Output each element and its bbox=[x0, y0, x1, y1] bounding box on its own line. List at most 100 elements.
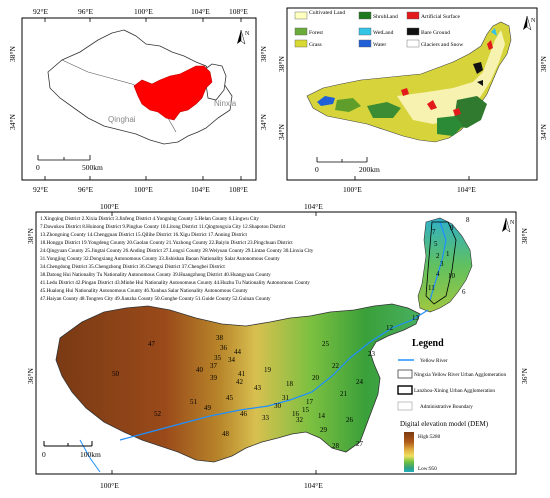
map-number-10: 10 bbox=[448, 272, 456, 280]
map-number-8: 8 bbox=[466, 216, 470, 224]
ningxia-dem-area bbox=[417, 217, 473, 313]
legend-admin-swatch bbox=[397, 401, 413, 411]
dem-low: Low:950 bbox=[418, 466, 437, 472]
coord-top-100: 100°E bbox=[134, 7, 153, 16]
legend-ningxia-agglomeration: Ningxia Yellow River Urban Agglomeration bbox=[414, 372, 506, 378]
district-line-11: 47.Haiyan County 48.Tongren City 49.Jian… bbox=[40, 296, 271, 302]
map-number-36: 36 bbox=[220, 344, 228, 352]
landcover-map-svg: 100°E 104°E 38°N 34°N 38°N 34°N Cultivat… bbox=[277, 7, 548, 194]
dem-high: High:5280 bbox=[418, 434, 441, 440]
map-number-4: 4 bbox=[436, 270, 440, 278]
map-number-35: 35 bbox=[214, 354, 222, 362]
yellow-river-north bbox=[429, 221, 447, 301]
district-line-6: 31.Yongjing County 32.Dongxiang Autonomo… bbox=[40, 256, 280, 262]
district-number-labels: 8 9 7 5 2 1 3 4 10 11 6 12 13 14 15 16 1… bbox=[112, 216, 470, 450]
map-number-46: 46 bbox=[240, 410, 248, 418]
svg-text:0: 0 bbox=[315, 165, 319, 174]
legend-dem-title: Digital elevation model (DEM) bbox=[400, 420, 489, 428]
coord-top-92: 92°E bbox=[33, 7, 48, 16]
dem-map-svg: 100°E 104°E 100°E 104°E 38°N 36°N 38°N 3… bbox=[26, 202, 529, 490]
map-number-18: 18 bbox=[286, 380, 294, 388]
coord-right-38: 38°N bbox=[259, 46, 268, 62]
coord-top-104: 104°E bbox=[191, 7, 210, 16]
legend-glaciers: Glaciers and Snow bbox=[421, 42, 464, 48]
legend-bare-ground: Bare Ground bbox=[421, 30, 450, 36]
district-line-3: 13.Zhongning County 14.Chengguan Distric… bbox=[40, 232, 247, 238]
panel-c-dem-map: 100°E 104°E 100°E 104°E 38°N 36°N 38°N 3… bbox=[0, 200, 550, 493]
map-number-9: 9 bbox=[450, 224, 454, 232]
map-number-14: 14 bbox=[318, 412, 326, 420]
dem-color-ramp bbox=[404, 432, 414, 472]
yellow-river-main bbox=[119, 309, 429, 441]
map-number-43: 43 bbox=[254, 384, 262, 392]
map-number-48: 48 bbox=[222, 430, 230, 438]
map-number-32: 32 bbox=[296, 416, 304, 424]
landcover-coord-bottom-104: 104°E bbox=[457, 185, 476, 194]
district-line-4: 18.Honggu District 19.Yongdeng County 20… bbox=[40, 240, 293, 246]
lanzhou-xining-dem-area bbox=[55, 303, 421, 463]
dem-coord-top-100: 100°E bbox=[100, 202, 119, 211]
dem-coord-bottom-100: 100°E bbox=[100, 481, 119, 490]
map-number-30: 30 bbox=[274, 402, 282, 410]
district-line-9: 41.Ledu District 42.Pingan District 43.M… bbox=[40, 280, 310, 286]
coord-bottom-104: 104°E bbox=[191, 185, 210, 194]
coord-bottom-96: 96°E bbox=[78, 185, 93, 194]
map-number-44: 44 bbox=[234, 348, 242, 356]
map-number-20: 20 bbox=[312, 374, 320, 382]
map-number-25: 25 bbox=[322, 340, 330, 348]
district-line-8: 38.Datong Hui Nationality Tu Nationality… bbox=[40, 272, 271, 278]
landcover-coord-right-34: 34°N bbox=[539, 124, 548, 140]
map-number-17: 17 bbox=[306, 398, 314, 406]
map-number-15: 15 bbox=[302, 406, 310, 414]
dem-coord-top-104: 104°E bbox=[304, 202, 323, 211]
district-line-7: 34.Chengdong District 35.Chengzhong Dist… bbox=[40, 264, 225, 270]
landcover-legend: Cultivated Land ShrubLand Artificial Sur… bbox=[294, 10, 464, 48]
legend-title: Legend bbox=[412, 338, 444, 349]
map-number-26: 26 bbox=[346, 416, 354, 424]
map-number-45: 45 bbox=[226, 394, 234, 402]
landcover-coord-left-38: 38°N bbox=[277, 56, 286, 72]
legend-yellow-river: Yellow River bbox=[420, 358, 448, 364]
map-number-19: 19 bbox=[264, 366, 272, 374]
dem-coord-right-36: 36°N bbox=[520, 368, 529, 384]
district-list: 1.Xingqing District 2.Xixia District 3.J… bbox=[40, 215, 314, 302]
map-number-37: 37 bbox=[210, 362, 218, 370]
map-number-23: 23 bbox=[368, 350, 376, 358]
legend-forest: Forest bbox=[309, 30, 323, 36]
map-number-40: 40 bbox=[196, 366, 204, 374]
map-number-31: 31 bbox=[282, 394, 290, 402]
map-number-7: 7 bbox=[432, 228, 436, 236]
map-number-34: 34 bbox=[228, 356, 236, 364]
svg-text:N: N bbox=[510, 220, 515, 226]
landcover-coord-right-38: 38°N bbox=[539, 56, 548, 72]
ningxia-agglomeration-boundary bbox=[425, 221, 457, 305]
label-qinghai: Qinghai bbox=[108, 115, 136, 124]
north-arrow-icon: N bbox=[502, 217, 515, 233]
svg-text:0: 0 bbox=[36, 163, 40, 172]
district-line-2: 7.Dawukou District 8.Huinong District 9.… bbox=[40, 224, 286, 230]
panel-a-overview-map: 92°E 96°E 100°E 104°E 108°E 92°E 96°E 10… bbox=[0, 0, 277, 200]
map-number-27: 27 bbox=[356, 440, 364, 448]
map-number-29: 29 bbox=[320, 426, 328, 434]
coord-top-96: 96°E bbox=[78, 7, 93, 16]
panel-b-landcover-map: 100°E 104°E 38°N 34°N 38°N 34°N Cultivat… bbox=[277, 0, 550, 200]
map-number-39: 39 bbox=[210, 374, 218, 382]
legend-water: Water bbox=[373, 42, 386, 48]
map-number-33: 33 bbox=[262, 414, 270, 422]
map-number-2: 2 bbox=[436, 252, 440, 260]
svg-text:N: N bbox=[531, 18, 536, 24]
map-number-42: 42 bbox=[236, 378, 244, 386]
legend-cultivated: Cultivated Land bbox=[309, 10, 345, 16]
coord-right-34: 34°N bbox=[259, 114, 268, 130]
svg-text:500km: 500km bbox=[82, 163, 103, 172]
district-line-5: 24.Qingyuan County 25.Jingtai County 26.… bbox=[40, 248, 314, 254]
district-line-10: 45.Hualong Hui Nationality Autonomous Co… bbox=[40, 288, 248, 294]
map-number-6: 6 bbox=[462, 288, 466, 296]
svg-text:0: 0 bbox=[42, 450, 46, 459]
overview-map-svg: 92°E 96°E 100°E 104°E 108°E 92°E 96°E 10… bbox=[8, 7, 268, 194]
map-number-28: 28 bbox=[332, 442, 340, 450]
map-number-49: 49 bbox=[204, 404, 212, 412]
svg-text:N: N bbox=[245, 31, 250, 37]
map-number-21: 21 bbox=[340, 390, 348, 398]
legend-shrubland: ShrubLand bbox=[373, 14, 398, 20]
